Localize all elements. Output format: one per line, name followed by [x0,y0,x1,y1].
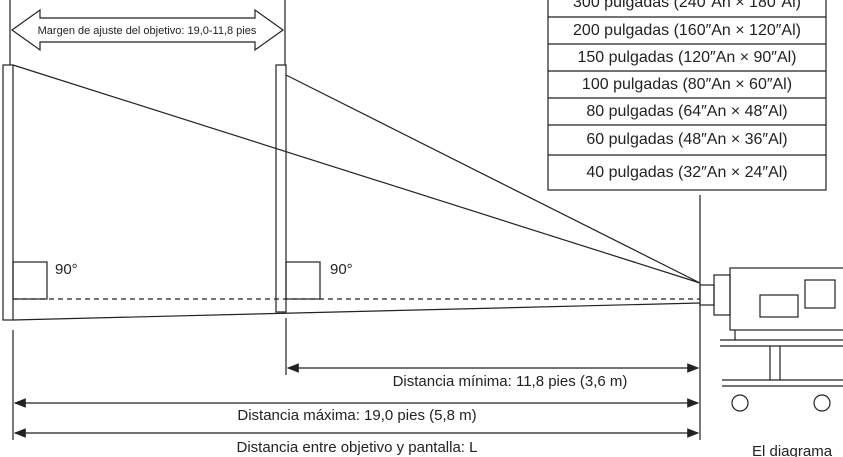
projection-lines [12,64,701,321]
angle-label: 90° [330,261,353,278]
caption: El diagrama [752,443,833,457]
projector [699,267,843,412]
right-angle [12,261,48,300]
table-row: 150 pulgadas (120″An × 90″Al) [577,49,796,66]
table-row: 300 pulgadas (240″An × 180″Al) [573,0,801,11]
table-row: 100 pulgadas (80″An × 60″Al) [582,76,792,93]
table-row: 200 pulgadas (160″An × 120″Al) [573,22,801,39]
dimensions: Distancia mínima: 11,8 pies (3,6 m) Dist… [12,195,701,456]
lens-distance: Distancia entre objetivo y pantalla: L [237,439,478,456]
lens-shift-label: Margen de ajuste del objetivo: 19,0-11,8… [38,25,257,37]
size-table: 300 pulgadas (240″An × 180″Al) 200 pulga… [547,0,827,191]
table-row: 60 pulgadas (48″An × 36″Al) [586,131,787,148]
lens-shift-arrow: Margen de ajuste del objetivo: 19,0-11,8… [9,0,286,65]
table-row: 40 pulgadas (32″An × 24″Al) [586,164,787,181]
screen-max [2,64,14,321]
screen-min [275,64,287,313]
min-distance: Distancia mínima: 11,8 pies (3,6 m) [393,373,628,390]
angle-label: 90° [55,261,78,278]
table-row: 80 pulgadas (64″An × 48″Al) [586,103,787,120]
max-distance: Distancia máxima: 19,0 pies (5,8 m) [237,407,476,424]
right-angle [285,261,321,300]
